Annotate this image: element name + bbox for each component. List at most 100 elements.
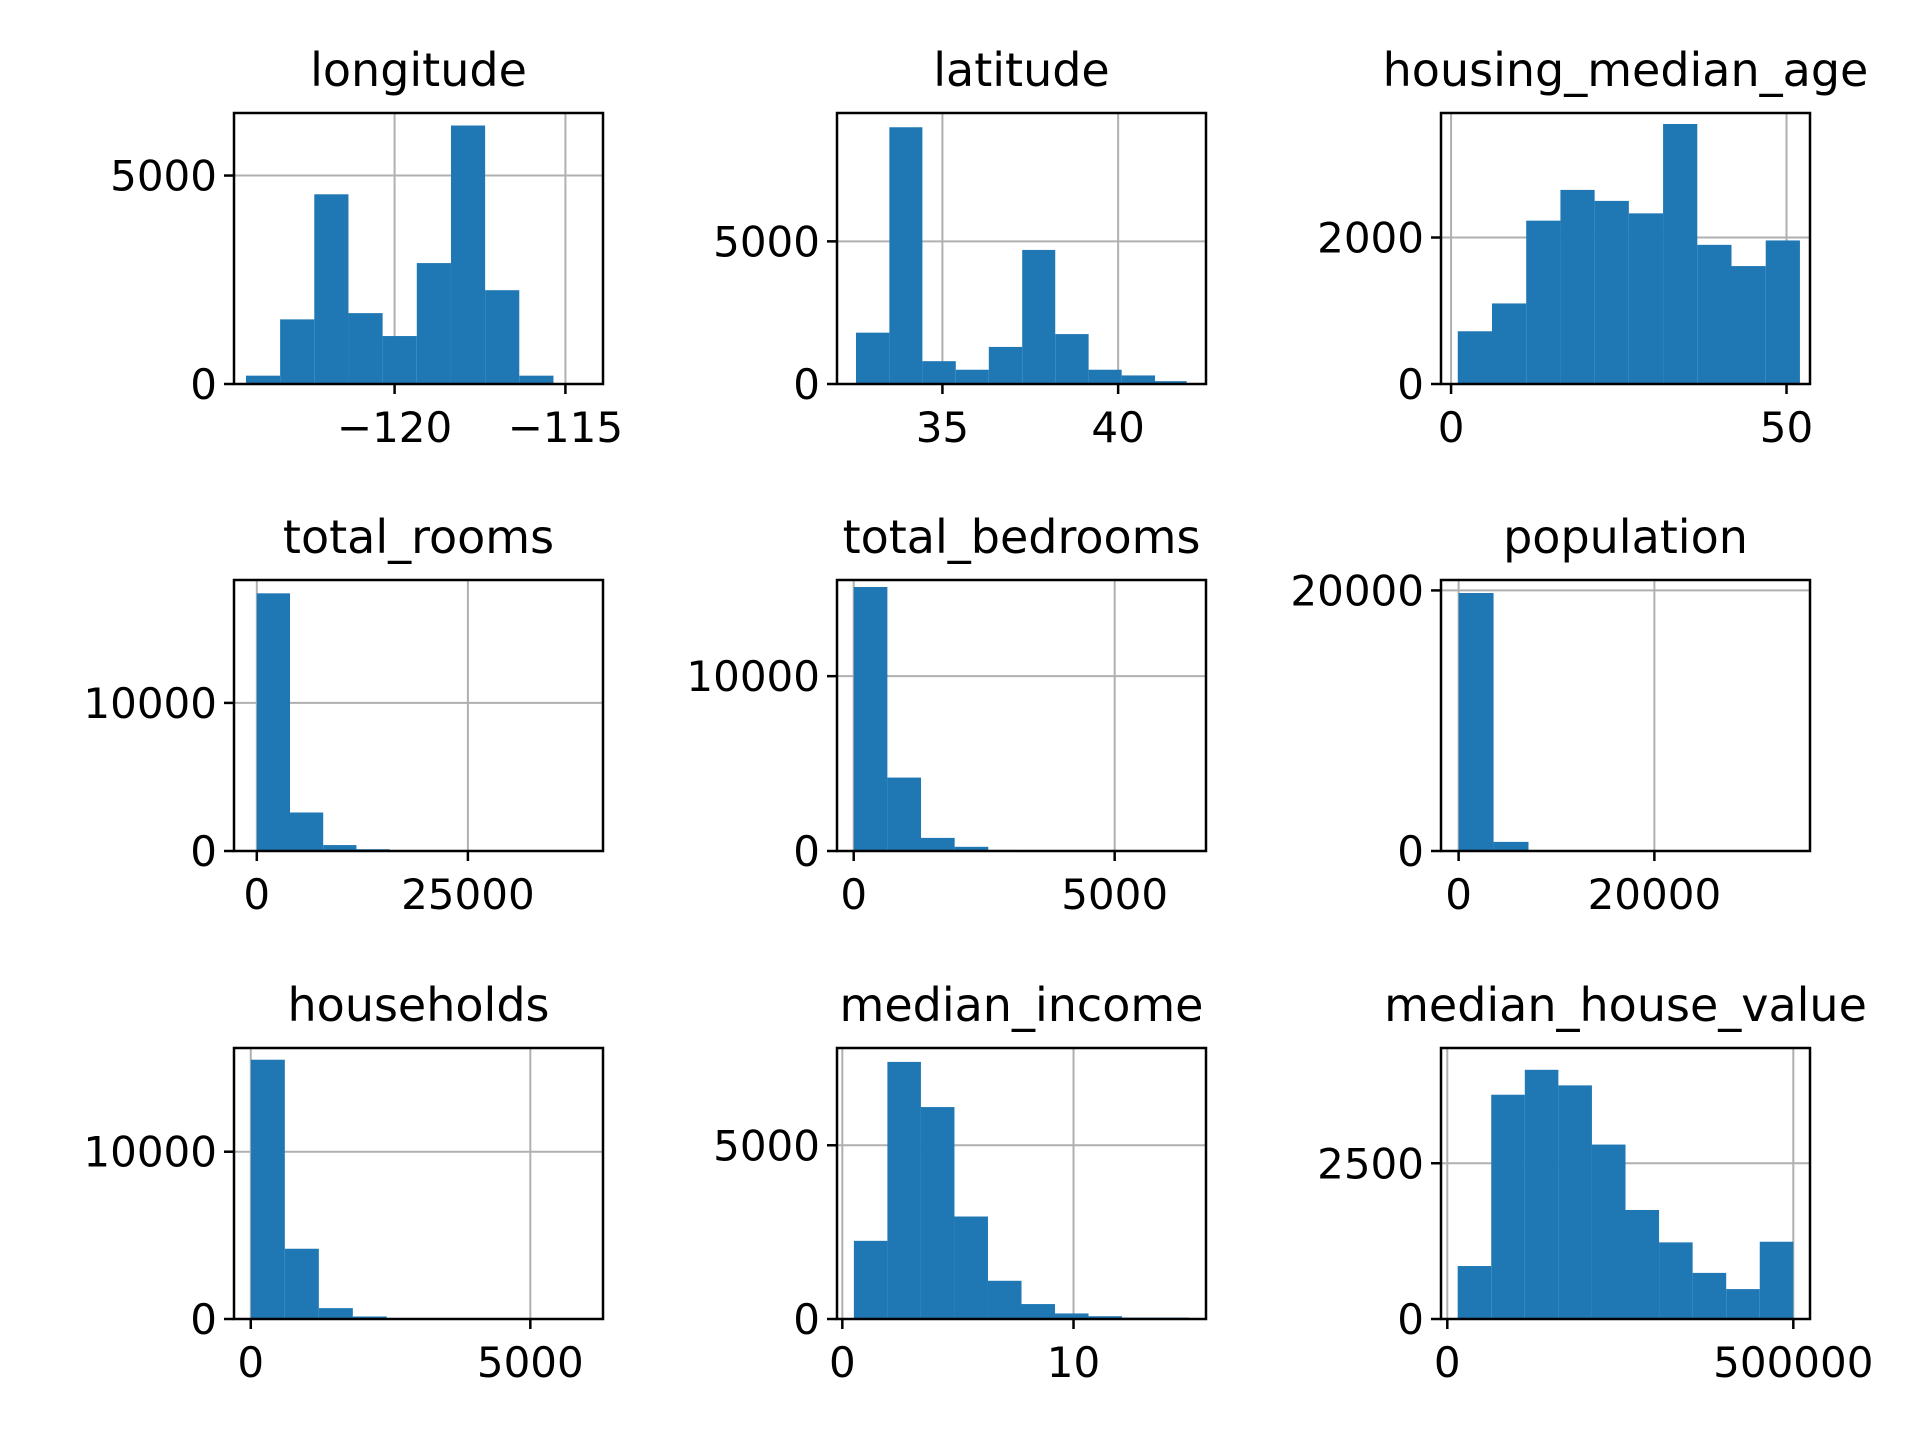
histogram-bar: [382, 336, 417, 384]
subplot-total_bedrooms: 0 5000 0 10000 total_bedrooms: [686, 510, 1208, 919]
x-tick-label: −115: [508, 403, 623, 452]
x-tick-label: 40: [1091, 403, 1144, 452]
y-tick-label: 0: [190, 360, 217, 409]
histogram-bar: [853, 586, 888, 851]
histogram-bar: [887, 1061, 921, 1319]
y-tick-label: 10000: [83, 1128, 217, 1177]
y-tick-label: 0: [190, 827, 217, 876]
histogram-bar: [1594, 200, 1629, 384]
histogram-bar: [1055, 334, 1089, 384]
histogram-bar: [1055, 1313, 1089, 1319]
histogram-bar: [1697, 244, 1732, 384]
axes-frame: [1439, 111, 1812, 386]
histogram-bar: [1524, 1069, 1559, 1319]
x-tick-label: 25000: [401, 870, 535, 919]
y-tick-label: 0: [793, 827, 820, 876]
histogram-bar: [955, 369, 989, 384]
subplot-title: median_income: [840, 978, 1204, 1032]
histogram-bar: [1121, 375, 1156, 384]
axes-frame: [1439, 578, 1812, 853]
subplot-title: housing_median_age: [1383, 43, 1869, 97]
histogram-bar: [1491, 303, 1527, 384]
y-tick-label: 0: [1397, 827, 1424, 876]
histogram-bar: [348, 313, 383, 384]
x-tick-label: −120: [337, 403, 452, 452]
histogram-bar: [921, 837, 955, 851]
y-tick-label: 10000: [83, 679, 217, 728]
subplot-title: population: [1503, 510, 1748, 564]
x-tick-label: 0: [237, 1338, 264, 1387]
histogram-bar: [1458, 593, 1494, 851]
histogram-bar: [1155, 381, 1187, 384]
y-tick-label: 20000: [1290, 566, 1424, 615]
x-tick-label: 0: [829, 1338, 856, 1387]
histogram-bar: [954, 1216, 988, 1319]
y-tick-label: 5000: [713, 217, 820, 266]
y-tick-label: 0: [190, 1295, 217, 1344]
subplot-title: median_house_value: [1384, 978, 1867, 1032]
axes-frame: [232, 1046, 605, 1321]
x-tick-label: 0: [840, 870, 867, 919]
histogram-bar: [1088, 1316, 1123, 1319]
subplot-title: total_bedrooms: [843, 510, 1201, 564]
subplot-title: households: [288, 978, 550, 1032]
x-tick-label: 0: [1445, 870, 1472, 919]
histogram-bar: [1663, 123, 1698, 385]
histogram-bar: [256, 593, 291, 851]
x-tick-label: 10: [1047, 1338, 1100, 1387]
histogram-bar: [1021, 1304, 1056, 1319]
histogram-bar: [1457, 331, 1492, 384]
y-tick-label: 0: [793, 360, 820, 409]
subplot-total_rooms: 0 25000 0 10000 total_rooms: [83, 510, 605, 919]
histogram-bar: [352, 1316, 387, 1319]
histogram-bar: [1625, 1209, 1660, 1319]
histogram-bar: [988, 346, 1023, 384]
subplot-title: latitude: [933, 43, 1109, 97]
histogram-bar: [954, 846, 989, 851]
subplot-households: 0 5000 0 10000 households: [83, 978, 605, 1387]
histogram-bar: [250, 1059, 285, 1319]
histogram-bar: [1628, 213, 1664, 384]
histogram-bar: [1659, 1242, 1693, 1319]
subplot-title: longitude: [310, 43, 527, 97]
histogram-bar: [855, 332, 890, 384]
histogram-bar: [318, 1308, 353, 1319]
x-tick-label: 5000: [477, 1338, 584, 1387]
histogram-bar: [1765, 240, 1800, 384]
histogram-bar: [987, 1280, 1022, 1319]
histogram-bar: [1491, 1094, 1525, 1319]
subplot-median_house_value: 0 500000 0 2500 median_house_value: [1317, 978, 1873, 1387]
x-tick-label: 0: [243, 870, 270, 919]
x-tick-label: 0: [1434, 1338, 1461, 1387]
y-tick-label: 5000: [713, 1121, 820, 1170]
histogram-bar: [887, 777, 922, 851]
histogram-bar: [314, 194, 349, 384]
histogram-bar: [280, 319, 315, 384]
axes-frame: [232, 111, 605, 386]
histogram-bar: [1591, 1144, 1626, 1319]
histogram-bar: [323, 845, 357, 851]
x-tick-label: 0: [1438, 403, 1465, 452]
histogram-bar: [853, 1240, 888, 1319]
y-tick-label: 2000: [1317, 214, 1424, 263]
histogram-bar: [450, 125, 486, 384]
histogram-bar: [519, 375, 554, 384]
histogram-bar: [1022, 249, 1056, 384]
histogram-bar: [290, 812, 324, 851]
subplot-housing_median_age: 0 50 0 2000 housing_median_age: [1317, 43, 1868, 452]
axes-frame: [835, 1046, 1208, 1321]
axes-frame: [835, 578, 1208, 853]
axes-frame: [1439, 1046, 1812, 1321]
histogram-bar: [416, 263, 451, 384]
y-tick-label: 2500: [1317, 1139, 1424, 1188]
y-tick-label: 5000: [110, 152, 217, 201]
histogram-bar: [1759, 1241, 1794, 1319]
histogram-bar: [245, 375, 281, 384]
y-tick-label: 10000: [686, 652, 820, 701]
x-tick-label: 5000: [1061, 870, 1168, 919]
y-tick-label: 0: [1397, 360, 1424, 409]
axes-frame: [835, 111, 1208, 386]
histogram-bar: [1088, 369, 1122, 384]
histogram-bar: [1692, 1272, 1727, 1319]
